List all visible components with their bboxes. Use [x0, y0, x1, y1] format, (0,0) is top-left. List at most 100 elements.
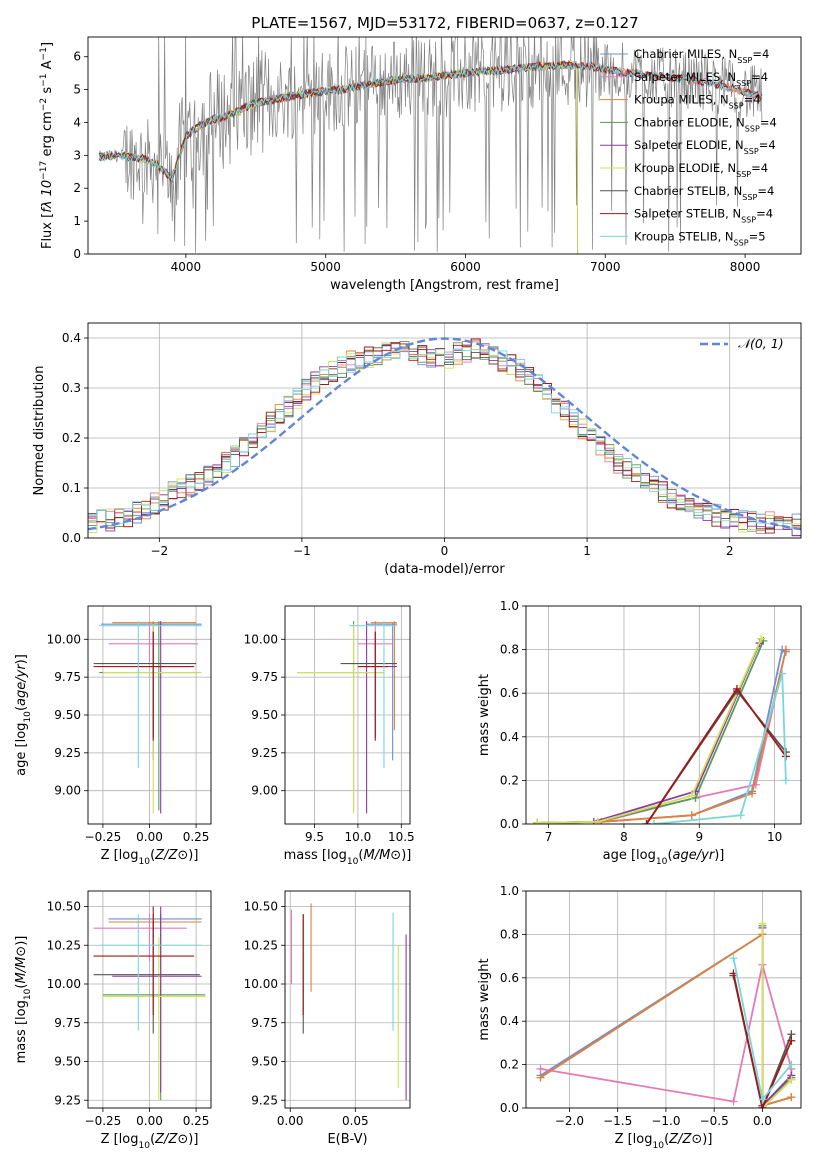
x-tick-label: −1.5	[603, 1114, 632, 1128]
y-tick-label: 2	[73, 181, 81, 195]
data-point	[748, 789, 757, 798]
series-line-kroupa-elodie	[537, 638, 762, 824]
normal-curve	[88, 337, 801, 531]
x-axis-label: mass [log10(M/M⊙)]	[284, 848, 412, 867]
x-tick-label: 7	[545, 830, 553, 844]
y-tick-label: 1.0	[500, 599, 519, 613]
data-point	[536, 1064, 545, 1073]
x-tick-label: 0.00	[136, 1114, 163, 1128]
y-tick-label: 9.00	[54, 784, 81, 798]
legend-label: Kroupa ELODIE, NSSP=4	[634, 161, 768, 179]
x-tick-label: 9	[695, 830, 703, 844]
data-point	[687, 811, 696, 820]
y-tick-label: 9.25	[54, 746, 81, 760]
model-line-kroupa-stelib	[98, 61, 763, 182]
x-tick-label: −0.5	[700, 1114, 729, 1128]
y-tick-label: 9.25	[251, 746, 278, 760]
axes-age-vs-Z: −0.25 0.00 0.25 9.00 9.25 9.50 9.75 10.00 Z [log…	[14, 605, 212, 867]
y-tick-label: 9.50	[54, 708, 81, 722]
x-tick-label: 0.25	[183, 1114, 210, 1128]
x-tick-label: 2	[726, 544, 734, 558]
x-tick-label: −0.25	[85, 830, 122, 844]
data-point	[729, 954, 738, 963]
data-point	[642, 820, 651, 824]
y-tick-label: 0.4	[62, 331, 81, 345]
legend-label: Salpeter STELIB, NSSP=4	[634, 207, 773, 225]
y-tick-label: 0.3	[62, 381, 81, 395]
axes-frame	[525, 605, 802, 825]
data-point	[758, 919, 767, 928]
x-tick-label: 0	[441, 544, 449, 558]
data-point	[593, 817, 602, 824]
axes-frame	[284, 890, 411, 1109]
axes-frame	[87, 36, 802, 255]
y-tick-label: 10.00	[244, 977, 278, 991]
plot-area	[88, 323, 801, 538]
x-tick-label: −1	[293, 544, 311, 558]
y-tick-label: 0.6	[500, 971, 519, 985]
y-tick-label: 3	[73, 148, 81, 162]
y-tick-label: 4	[73, 115, 81, 129]
y-tick-label: 9.75	[54, 1016, 81, 1030]
x-tick-label: 0.0	[753, 1114, 772, 1128]
x-tick-label: 0.25	[183, 830, 210, 844]
data-point	[778, 669, 787, 678]
y-tick-label: 1.0	[500, 884, 519, 898]
axes-frame	[525, 890, 802, 1109]
plot-area	[285, 891, 410, 1108]
data-point	[758, 1095, 767, 1104]
plot-area	[285, 606, 410, 824]
y-tick-label: 9.75	[54, 670, 81, 684]
y-tick-label: 9.75	[251, 670, 278, 684]
axes-frame	[87, 605, 212, 825]
y-tick-label: 0.1	[62, 481, 81, 495]
y-axis-label: mass weight	[477, 958, 492, 1040]
data-point	[751, 780, 760, 789]
y-tick-label: 9.25	[54, 1093, 81, 1107]
x-tick-label: 5000	[310, 260, 341, 274]
x-tick-label: 10.0	[345, 830, 372, 844]
y-tick-label: 9.50	[251, 708, 278, 722]
x-tick-label: 4000	[171, 260, 202, 274]
y-tick-label: 0.6	[500, 686, 519, 700]
plot-area	[526, 606, 801, 824]
axes-massweight-vs-Z: −2.0 −1.5 −1.0 −0.5 0.0 0.0 0.2 0.4 0.6 0.8 1.0 Z […	[477, 884, 802, 1151]
legend: Chabrier MILES, NSSP=4 Salpeter MILES, NS…	[600, 47, 777, 247]
y-tick-label: 10.00	[244, 632, 278, 646]
x-tick-label: 0.00	[136, 830, 163, 844]
legend-label: Chabrier STELIB, NSSP=4	[634, 184, 774, 202]
x-tick-label: 1	[583, 544, 591, 558]
data-point	[536, 1073, 545, 1082]
y-tick-label: 9.25	[251, 1093, 278, 1107]
plot-area	[526, 891, 801, 1108]
y-tick-label: 10.50	[244, 900, 278, 914]
x-axis-label: Z [log10(Z/Z⊙)]	[101, 1132, 199, 1151]
y-tick-label: 0.8	[500, 643, 519, 657]
y-tick-label: 0.4	[500, 730, 519, 744]
x-tick-label: 8000	[730, 260, 761, 274]
y-tick-label: 9.50	[251, 1055, 278, 1069]
axes-frame	[87, 890, 212, 1109]
x-tick-label: −0.25	[85, 1114, 122, 1128]
y-tick-label: 9.00	[251, 784, 278, 798]
axes-age-vs-mass: 9.5 10.0 10.5 9.00 9.25 9.50 9.75 10.00 mass [lo…	[244, 605, 415, 867]
y-tick-label: 5	[73, 83, 81, 97]
plot-area	[88, 606, 211, 824]
data-point	[729, 1097, 738, 1106]
legend-label: Salpeter MILES, NSSP=4	[634, 70, 768, 88]
y-tick-label: 0.4	[500, 1014, 519, 1028]
data-point	[787, 1036, 796, 1045]
x-tick-label: 9.5	[305, 830, 324, 844]
x-axis-label: age [log10(age/yr)]	[603, 848, 725, 867]
x-axis-label: Z [log10(Z/Z⊙)]	[101, 848, 199, 867]
x-axis-label: wavelength [Angstrom, rest frame]	[330, 278, 559, 293]
data-point	[533, 818, 542, 824]
axes-mass-vs-Z: −0.25 0.00 0.25 9.25 9.50 9.75 10.00 10.25 10.50…	[14, 890, 212, 1151]
x-tick-label: 7000	[590, 260, 621, 274]
x-tick-label: 10	[767, 830, 782, 844]
y-tick-label: 9.50	[54, 1055, 81, 1069]
plot-area	[88, 891, 211, 1108]
y-tick-label: 0.2	[500, 773, 519, 787]
data-point	[758, 1104, 767, 1108]
y-axis-label: Flux [fλ 10−17 erg cm−2 s−1 A−1]	[39, 42, 55, 249]
